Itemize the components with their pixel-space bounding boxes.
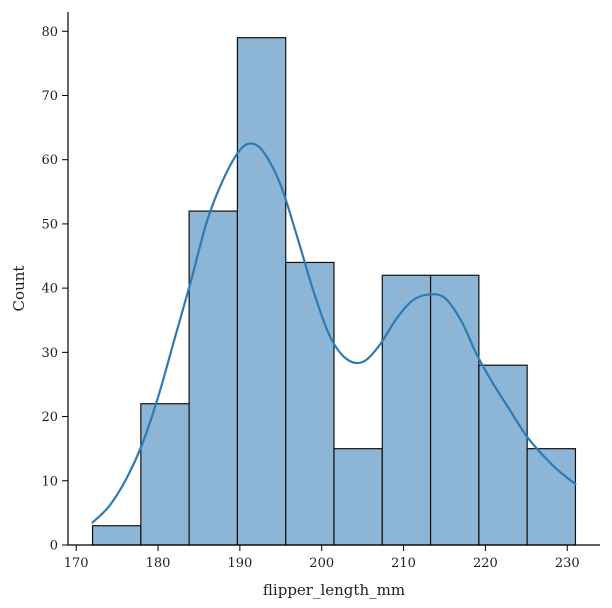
histogram-bar-5 (333, 448, 383, 546)
x-tick-label-1: 180 (146, 556, 171, 571)
y-tick-label-7: 70 (41, 89, 58, 104)
histogram-bar-4 (285, 261, 335, 546)
y-tick-label-8: 80 (41, 25, 58, 40)
x-ticks-layer: 170 180 190 200 210 220 230 (64, 545, 580, 571)
x-tick-label-0: 170 (64, 556, 89, 571)
y-axis-label: Count (10, 266, 28, 312)
bars-layer (91, 37, 577, 546)
y-tick-label-4: 40 (41, 282, 58, 297)
histogram-bar-0 (91, 525, 142, 546)
histogram-bar-6 (381, 274, 432, 546)
y-ticks-layer: 0 10 20 30 40 50 60 70 80 (41, 25, 68, 554)
histogram-bar-8 (478, 364, 528, 546)
x-tick-label-5: 220 (473, 556, 498, 571)
x-tick-label-3: 200 (309, 556, 334, 571)
x-tick-label-6: 230 (555, 556, 580, 571)
y-tick-label-0: 0 (50, 539, 58, 554)
x-tick-label-4: 210 (391, 556, 416, 571)
y-tick-label-3: 30 (41, 346, 58, 361)
x-axis-label: flipper_length_mm (263, 581, 405, 599)
kde-curve (91, 142, 577, 524)
y-tick-label-2: 20 (41, 410, 58, 425)
y-tick-label-6: 60 (41, 153, 58, 168)
y-tick-label-5: 50 (41, 217, 58, 232)
histogram-bar-7 (429, 274, 480, 546)
histogram-bar-2 (188, 210, 239, 546)
x-tick-label-2: 190 (227, 556, 252, 571)
y-tick-label-1: 10 (41, 474, 58, 489)
histogram-bar-3 (236, 37, 287, 546)
